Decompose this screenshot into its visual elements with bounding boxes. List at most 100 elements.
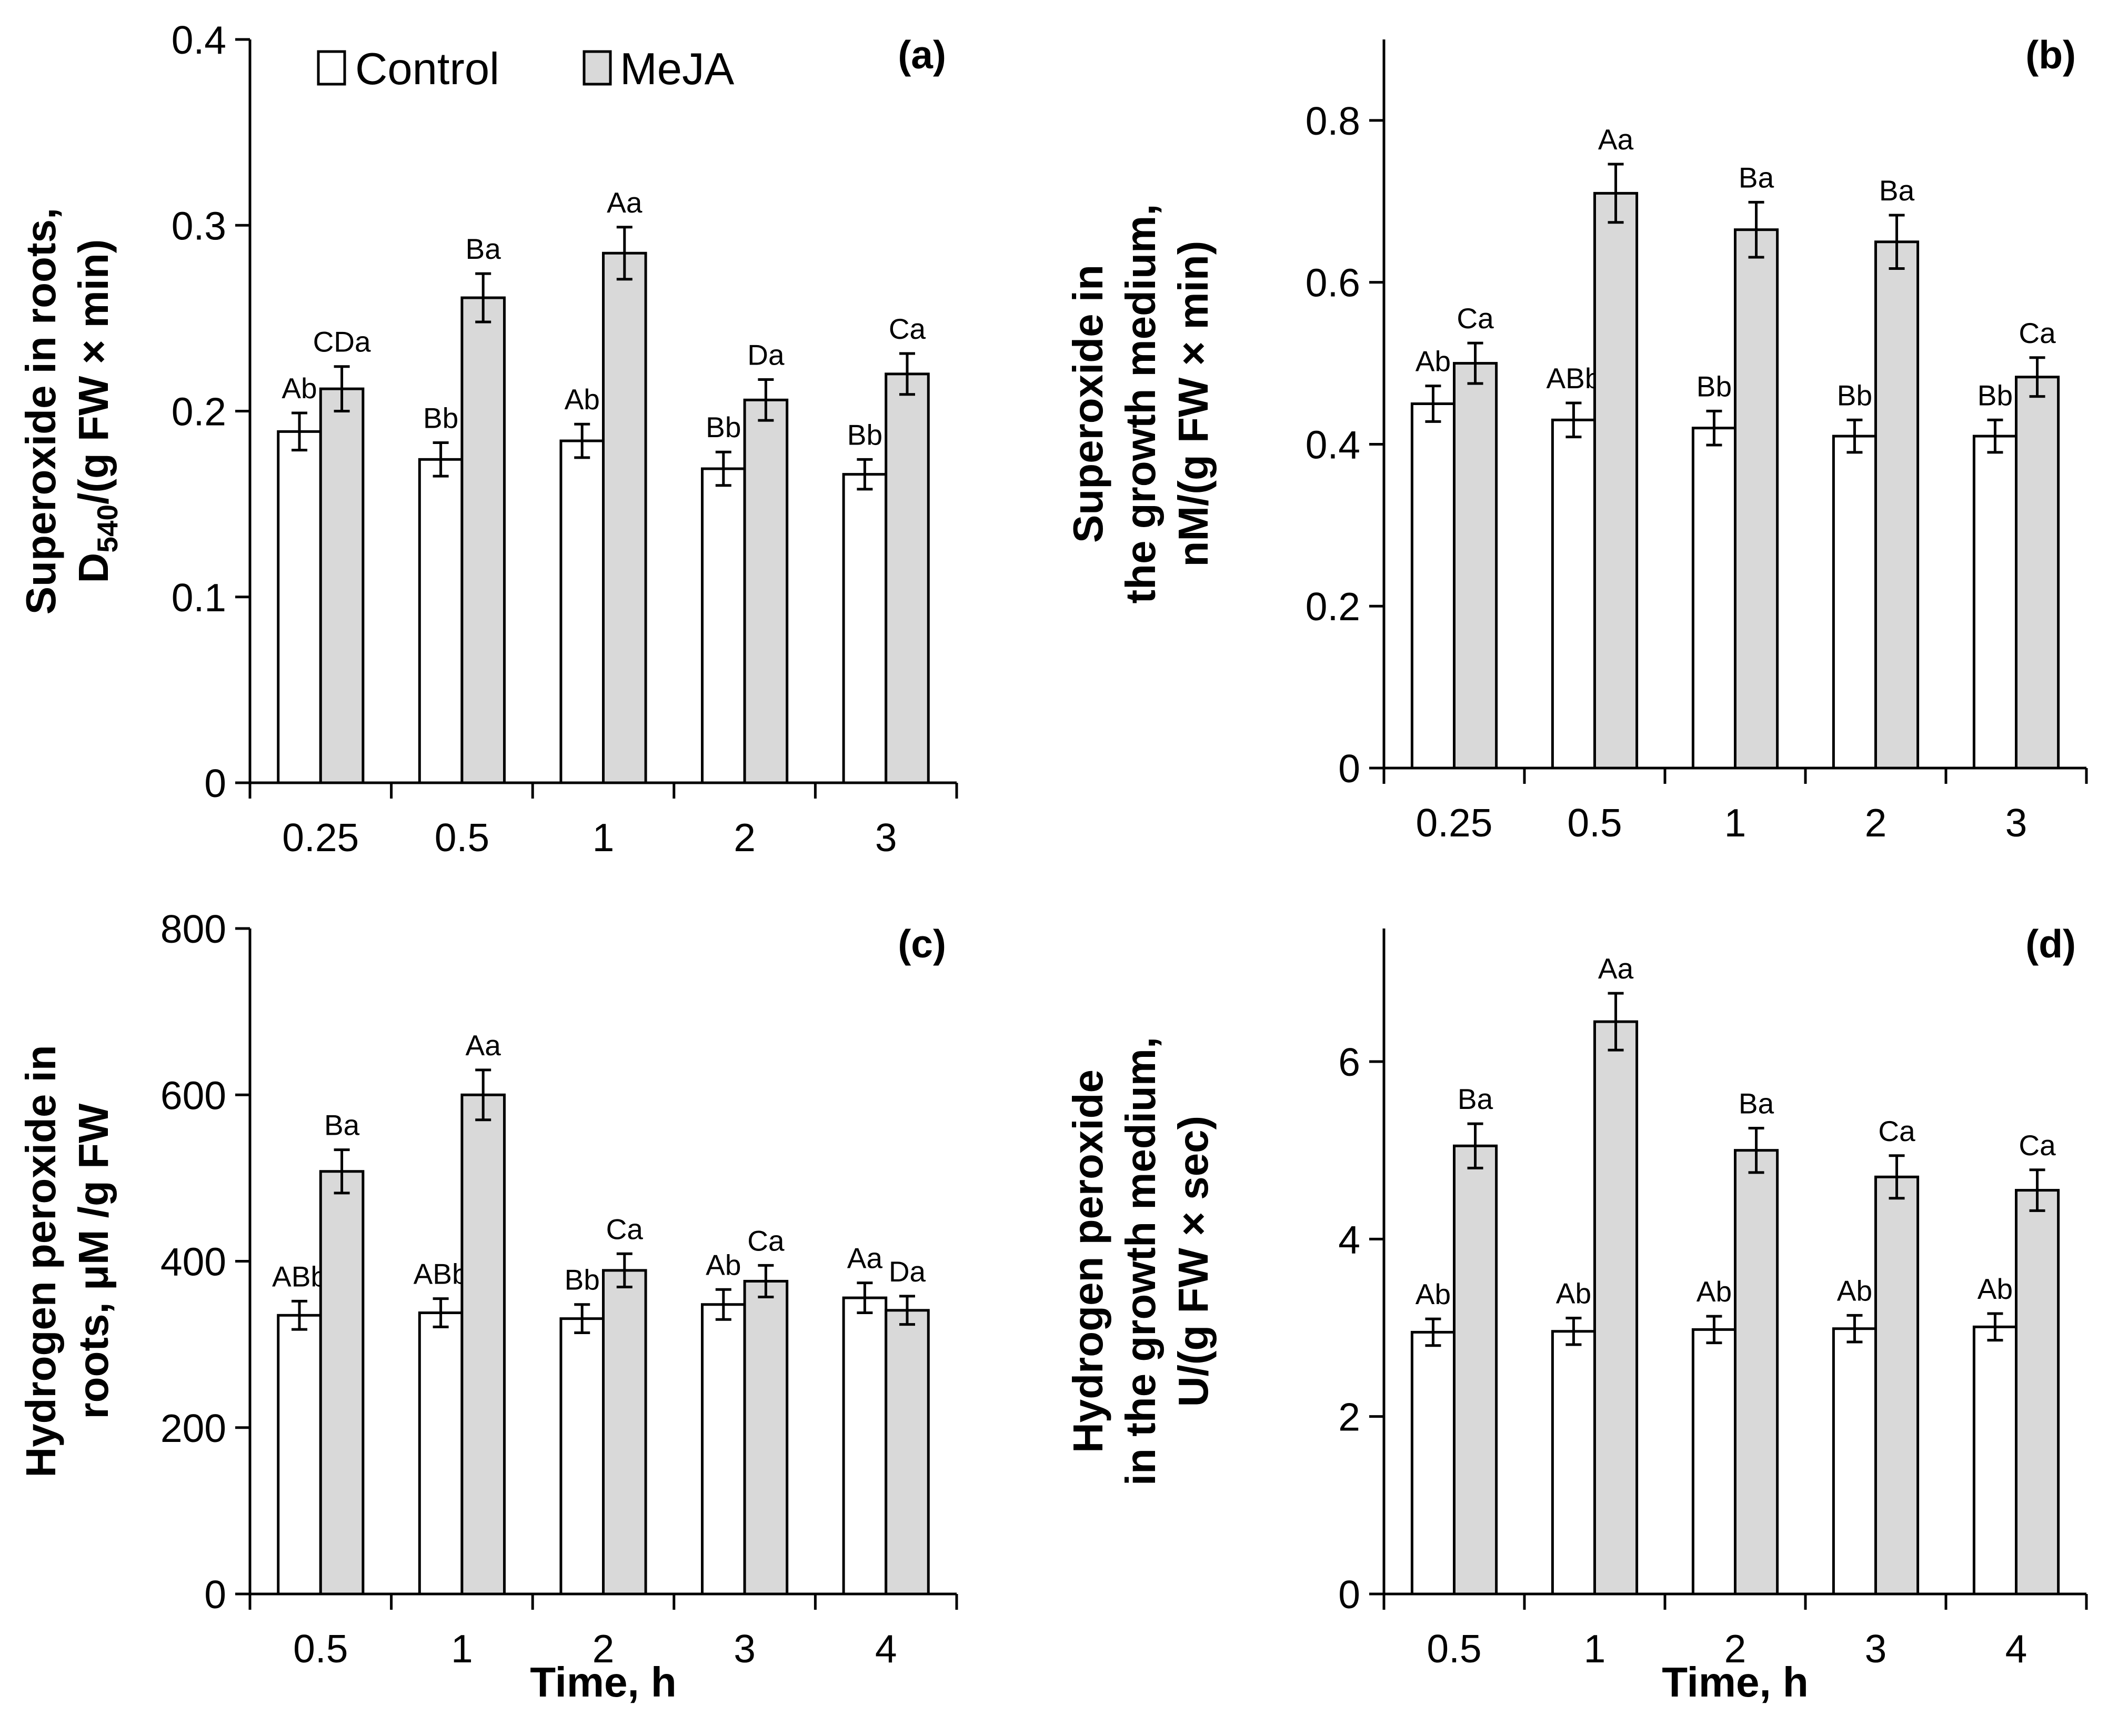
legend: Control MeJA [317,44,735,94]
y-tick-label: 0.3 [172,204,226,248]
x-tick-label: 2 [734,815,756,860]
bar-control-1 [418,1311,464,1596]
bar-control-0.5 [277,1314,322,1596]
bar-control-2 [1832,435,1877,770]
x-tick-label: 0.5 [1427,1627,1481,1671]
bar-control-4 [1972,1325,2017,1596]
significance-label: Ab [706,1248,741,1281]
bar-meja-0.25 [1453,362,1498,770]
bar-meja-2 [602,1269,647,1596]
significance-label: ABb [1546,362,1601,395]
panel-tag: (c) [898,922,946,966]
y-tick-label: 0.4 [172,18,226,62]
panel-tag: (a) [898,33,946,77]
significance-label: Ab [565,383,600,416]
x-tick-label: 1 [451,1627,473,1671]
bar-meja-1 [460,1093,506,1596]
significance-label: Ca [606,1213,644,1245]
bar-meja-0.5 [1593,191,1639,770]
significance-label: ABb [414,1258,468,1290]
x-tick-label: 2 [1865,801,1887,845]
legend-label-control: Control [355,44,499,94]
panel-tag: (b) [2025,33,2076,77]
significance-label: Ba [324,1109,360,1142]
x-axis-title: Time, h [530,1659,677,1705]
bar-control-0.25 [1410,402,1455,770]
y-axis-title: U/(g FW × sec) [1170,1116,1217,1407]
bar-meja-2 [1874,240,1920,770]
significance-label: Ab [1977,1273,2013,1305]
bar-control-1 [559,439,605,784]
significance-label: Ba [1739,161,1774,194]
x-tick-label: 0.25 [282,815,359,860]
significance-label: ABb [272,1260,327,1293]
y-tick-label: 6 [1338,1040,1360,1084]
significance-label: Aa [847,1242,883,1275]
significance-label: Bb [423,402,458,435]
y-tick-label: 0 [1338,1572,1360,1617]
significance-label: Ca [1457,302,1494,335]
bar-meja-0.5 [1453,1144,1498,1596]
bar-control-4 [842,1296,888,1596]
x-tick-label: 1 [1724,801,1746,845]
y-tick-label: 0.4 [1306,422,1360,467]
x-tick-label: 3 [2005,801,2027,845]
significance-label: Ca [2019,317,2056,349]
significance-label: Ba [1458,1083,1493,1115]
y-axis-title: roots, μM /g FW [70,1103,117,1419]
bar-control-0.5 [418,458,464,784]
significance-label: Bb [847,418,882,451]
significance-label: Aa [466,1029,501,1062]
bar-meja-1 [1593,1020,1639,1596]
x-tick-label: 0.5 [435,815,489,860]
significance-label: Ca [1878,1115,1915,1147]
bar-meja-3 [885,372,930,784]
significance-label: Bb [1837,379,1872,411]
bar-meja-0.5 [460,296,506,784]
bar-meja-2 [1734,1149,1779,1596]
significance-label: Bb [1977,379,2013,411]
y-tick-label: 0.2 [1306,584,1360,629]
y-axis-title: Superoxide in [1065,265,1111,543]
panel-tag: (d) [2025,922,2076,966]
y-tick-label: 400 [160,1240,226,1284]
significance-label: Aa [1598,952,1634,985]
bar-control-0.5 [1410,1330,1455,1596]
x-tick-label: 2 [1724,1627,1746,1671]
x-tick-label: 4 [875,1627,897,1671]
significance-label: Bb [565,1264,600,1296]
y-tick-label: 800 [160,907,226,951]
significance-label: Ca [889,312,926,345]
legend-swatch-meja [583,50,612,86]
x-tick-label: 0.5 [1567,801,1622,845]
significance-label: Ab [1416,345,1451,378]
bar-control-3 [842,473,888,784]
y-tick-label: 4 [1338,1217,1360,1261]
bar-control-3 [1832,1327,1877,1596]
bar-control-0.5 [1551,418,1596,770]
legend-label-meja: MeJA [620,44,735,94]
y-tick-label: 0 [1338,746,1360,791]
significance-label: Ab [1837,1274,1872,1307]
significance-label: Bb [1697,370,1732,402]
y-tick-label: 0.8 [1306,99,1360,143]
x-tick-label: 3 [734,1627,756,1671]
bar-control-1 [1691,427,1736,770]
significance-label: Ba [1879,174,1915,207]
bar-control-1 [1551,1330,1596,1596]
significance-label: Ca [747,1224,785,1257]
significance-label: Ab [282,372,317,405]
bar-meja-2 [743,398,789,784]
bar-control-0.25 [277,430,322,784]
y-axis-title: Hydrogen peroxide [1065,1069,1111,1453]
significance-label: CDa [313,326,371,358]
y-tick-label: 200 [160,1406,226,1450]
y-axis-title: in the growth medium, [1117,1037,1164,1486]
x-tick-label: 1 [593,815,615,860]
bar-meja-1 [602,251,647,784]
y-axis-title: Hydrogen peroxide in [17,1045,64,1477]
y-axis-title: Superoxide in roots, [17,208,64,614]
significance-label: Da [889,1255,926,1288]
y-tick-label: 0.6 [1306,261,1360,305]
